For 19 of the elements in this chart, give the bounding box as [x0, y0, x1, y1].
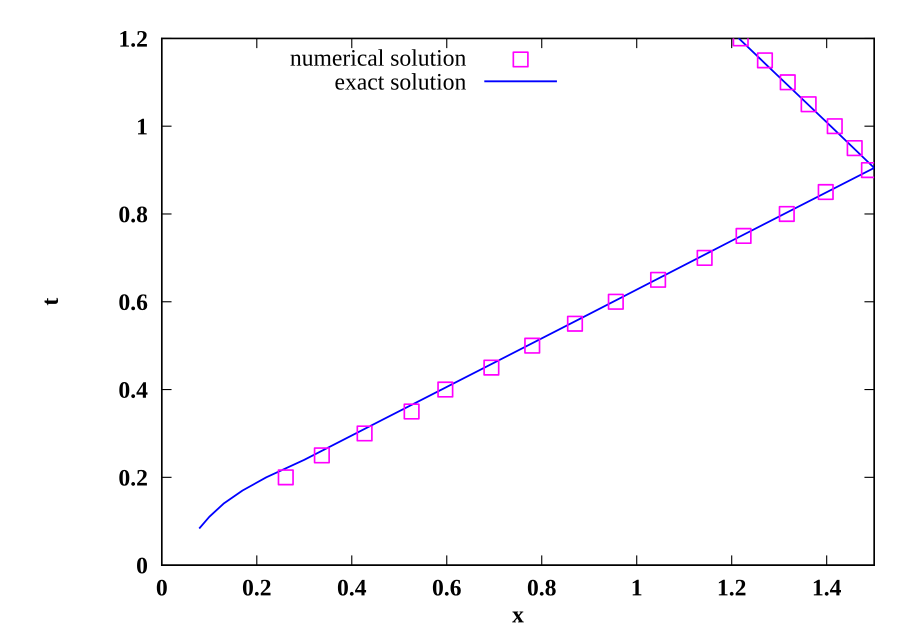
y-axis-title: t	[44, 298, 58, 306]
x-tick-label: 0	[156, 580, 167, 596]
x-tick-label: 1.2	[718, 580, 746, 596]
y-tick-label: 0	[137, 558, 148, 574]
y-tick-label: 1.2	[120, 30, 147, 47]
x-tick-label: 0.8	[528, 580, 556, 596]
x-tick-label: 0.4	[338, 580, 366, 596]
x-tick-label: 1.4	[814, 580, 841, 596]
y-tick-label: 1	[138, 118, 147, 134]
y-tick-label: 0.8	[119, 206, 148, 222]
x-axis-title: x	[512, 612, 524, 622]
legend-label: exact solution	[335, 73, 466, 90]
y-tick-label: 0.6	[119, 294, 148, 310]
x-tick-label: 0.6	[432, 580, 461, 596]
y-tick-label: 0.2	[119, 470, 147, 486]
x-tick-label: 0.2	[242, 580, 271, 596]
x-tick-label: 1	[632, 580, 642, 596]
legend-label: numerical solution	[290, 49, 466, 66]
y-tick-label: 0.4	[119, 382, 148, 398]
